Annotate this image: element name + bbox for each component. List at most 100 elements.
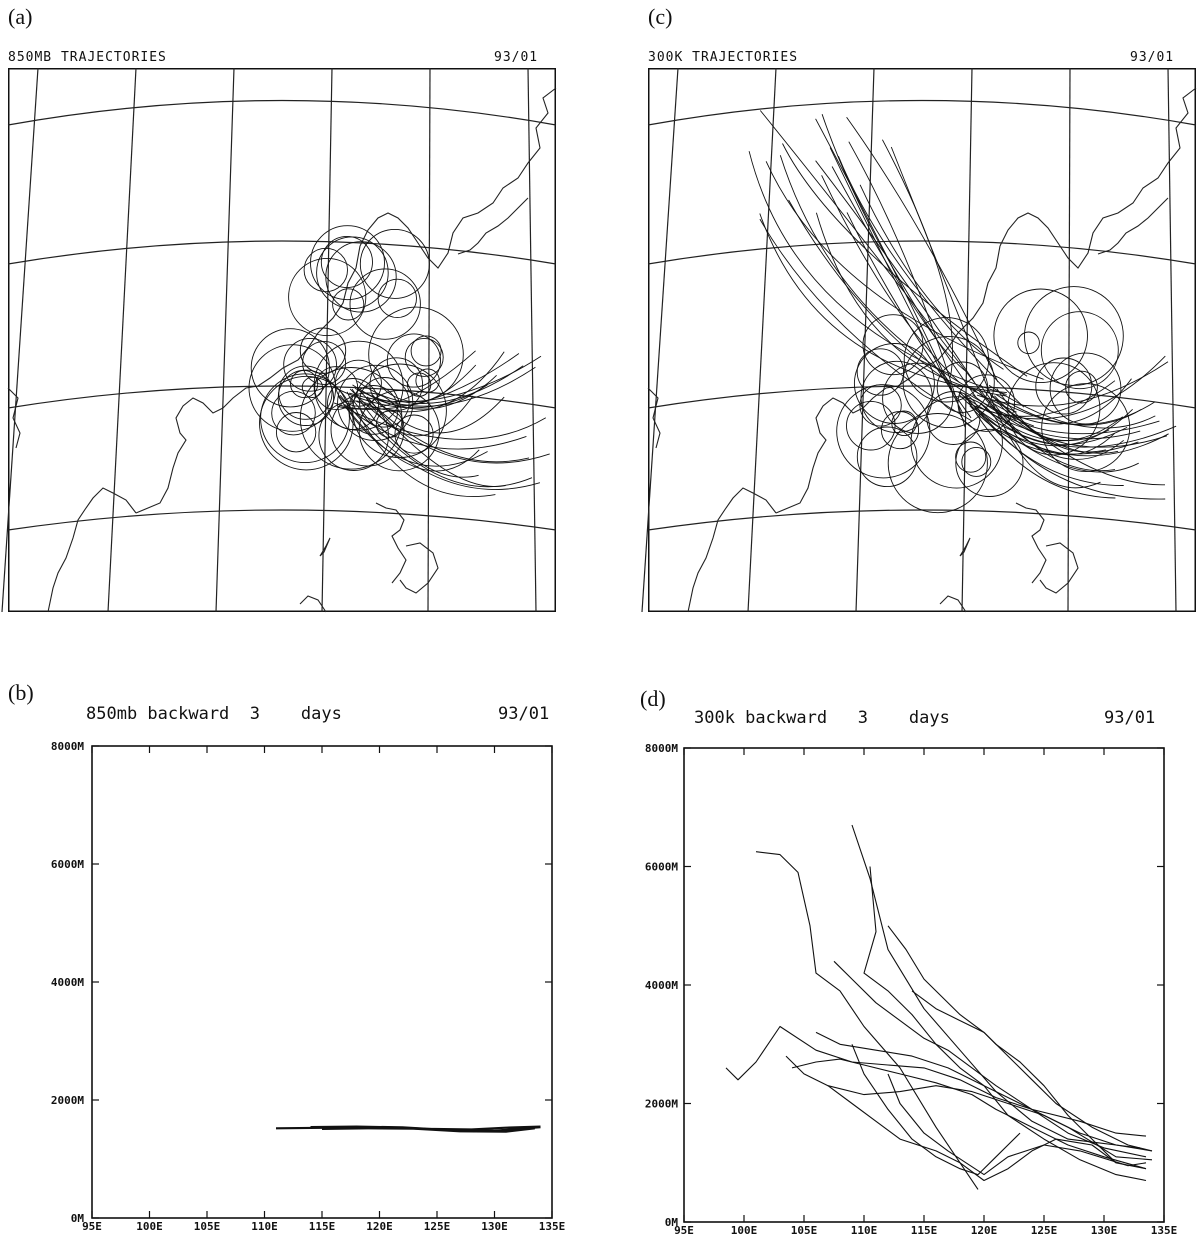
panel-a-letter: (a) [8,4,33,29]
trajectory-streamer [859,184,1004,370]
trajectory-loop [302,340,347,385]
trajectory-loop [836,384,931,479]
x-tick-label: 110E [851,1224,878,1237]
y-tick-label: 2000M [51,1094,84,1107]
trajectory-line-d-13 [785,1055,1141,1149]
y-tick-label: 8000M [51,740,84,753]
trajectory-streamer [846,116,999,383]
trajectory-tail [344,404,527,450]
panel-b-plot: 95E 100E 105E 110E 115E 120E 125E 130E 135E 0M 200… [51,740,566,1233]
trajectory-loop [961,446,992,477]
trajectory-streamer [890,146,993,398]
trajectory-loop [332,288,365,321]
map-c-frame [648,68,1196,612]
y-tick-label: 6000M [51,858,84,871]
trajectory-line-d-8 [887,925,1153,1152]
trajectory-loop [325,241,397,313]
trajectory-loop [926,391,981,445]
trajectory-loop [316,236,389,309]
trajectory-line-d-11 [887,1073,1147,1176]
trajectory-streamer [759,218,973,422]
y-tick-label: 0M [71,1212,85,1225]
trajectory-line-d-3 [863,866,1153,1161]
trajectory-streamer [759,110,1003,419]
trajectory-tail [350,397,533,488]
panel-a-date: 93/01 [494,50,539,65]
y-tick-label: 0M [665,1216,679,1229]
trajectory-loop [283,337,337,392]
trajectory-tail [349,388,550,464]
trajectory-streamer [837,156,1025,408]
x-tick-label: 125E [424,1220,451,1233]
trajectory-loop [288,257,367,337]
trajectory-line-b-3 [321,1127,535,1133]
panel-b-letter: (b) [8,680,34,705]
panel-c-map [641,67,1197,613]
trajectory-loop [303,247,348,293]
trajectory-tail [995,408,1168,448]
x-tick-label: 135E [1151,1224,1178,1237]
trajectory-loop [349,268,421,340]
trajectory-line-d-4 [725,1025,1147,1137]
trajectory-line-d-6 [815,1031,1147,1182]
x-tick-label: 115E [911,1224,938,1237]
trajectory-tail [343,406,547,440]
trajectory-loop [1035,357,1093,415]
trajectory-line-d-5 [791,1058,1147,1170]
trajectory-loop [993,288,1088,384]
trajectory-loop [299,367,403,470]
y-tick-label: 4000M [645,979,678,992]
trajectory-loop [410,335,442,367]
trajectory-tail [339,395,541,490]
trajectory-tail [974,406,1177,448]
map-a-trajectories [248,225,550,497]
trajectory-tail [967,380,1116,417]
panel-d-plot: 95E 100E 105E 110E 115E 120E 125E 130E 135E 0M 200… [645,742,1178,1237]
trajectory-loop [1024,286,1124,386]
plot-b-frame [91,745,553,1219]
trajectory-loop [860,360,933,433]
x-tick-label: 115E [309,1220,336,1233]
trajectory-loop [377,278,417,319]
x-tick-label: 130E [481,1220,508,1233]
trajectory-tail [351,388,479,478]
panel-a-title: 850MB TRAJECTORIES [8,50,167,65]
plot-d-frame [683,747,1165,1223]
trajectory-tail [996,388,1107,453]
y-tick-label: 6000M [645,861,678,874]
trajectory-loop [260,373,350,464]
map-a-graticule [1,67,557,613]
trajectory-loop [856,426,918,488]
trajectory-loop [887,413,988,514]
map-c-trajectories [748,110,1177,514]
trajectory-loop [1065,370,1098,404]
plot-b-series [275,1125,541,1133]
trajectory-tail [356,387,530,463]
trajectory-streamer [782,143,1028,377]
x-tick-label: 100E [136,1220,163,1233]
trajectory-loop [1041,383,1131,473]
trajectory-streamer [846,212,972,419]
trajectory-loop [862,314,924,376]
map-c-coastline [647,87,1197,613]
trajectory-loop [275,412,317,453]
trajectory-streamer [848,141,966,428]
x-tick-label: 135E [539,1220,566,1233]
trajectory-line-d-7 [833,960,1147,1158]
trajectory-loop [299,327,347,374]
trajectory-tail [352,374,497,410]
panel-c-title: 300K TRAJECTORIES [648,50,799,65]
trajectory-tail [958,391,1139,473]
y-tick-label: 2000M [645,1098,678,1111]
trajectory-streamer [821,114,977,398]
x-tick-label: 130E [1091,1224,1118,1237]
trajectory-streamer [759,213,1007,394]
x-tick-label: 105E [194,1220,221,1233]
trajectory-loop [320,235,373,289]
trajectory-tail [965,395,1116,499]
trajectory-tail [972,394,1160,435]
map-a-frame [8,68,556,612]
trajectory-tail [349,355,542,403]
trajectory-loop [313,340,404,431]
trajectory-streamer [779,155,1017,413]
